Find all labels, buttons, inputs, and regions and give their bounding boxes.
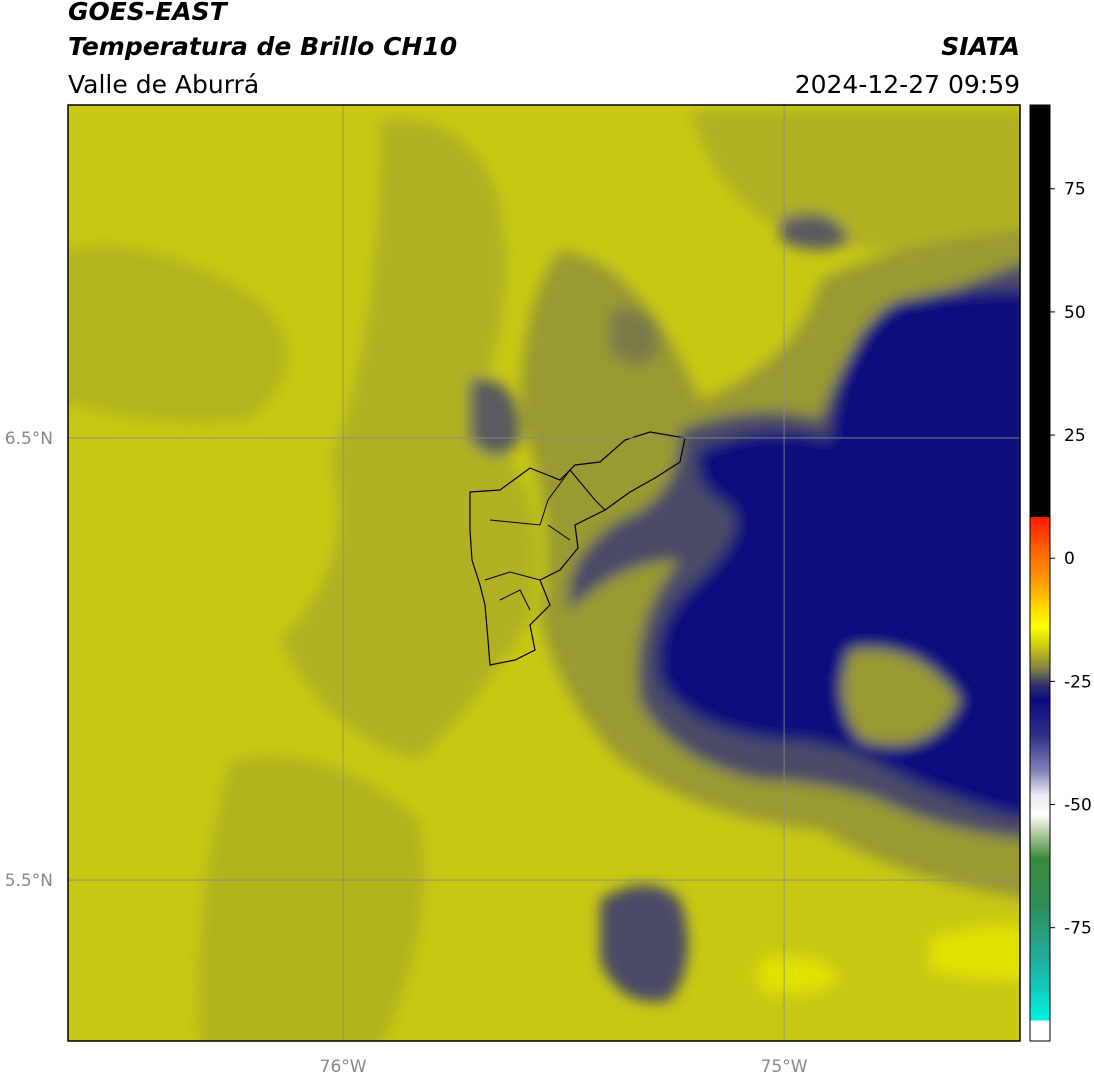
map-frame xyxy=(67,104,1021,1042)
colorbar-label: 50 xyxy=(1064,303,1086,323)
municipal-boundary xyxy=(484,469,606,611)
colorbar-label: 25 xyxy=(1064,426,1086,446)
colorbar-label: 75 xyxy=(1064,180,1086,200)
title: GOES-EAST xyxy=(68,0,229,26)
clear-gap xyxy=(842,648,960,745)
subtitle: Temperatura de Brillo CH10 xyxy=(68,32,457,61)
cloud-field xyxy=(68,110,1020,1041)
colorbar-label: 0 xyxy=(1064,549,1075,569)
lat-label: 5.5°N xyxy=(5,871,53,891)
olive-area xyxy=(68,245,288,423)
timestamp: 2024-12-27 09:59 xyxy=(795,70,1020,99)
olive-area xyxy=(280,119,538,760)
lat-label: 6.5°N xyxy=(5,429,53,449)
municipal-boundary xyxy=(469,431,686,666)
cloud xyxy=(610,308,660,365)
lon-label: 76°W xyxy=(320,1057,367,1077)
warm-area xyxy=(760,957,840,994)
colorbar-label: -25 xyxy=(1064,672,1092,692)
cloud xyxy=(470,378,520,455)
olive-area xyxy=(690,110,1020,254)
graticule xyxy=(68,105,1020,1041)
lon-label: 75°W xyxy=(761,1057,808,1077)
satellite-image xyxy=(68,105,1020,1041)
region: Valle de Aburrá xyxy=(68,70,259,99)
colorbar-label: -75 xyxy=(1064,919,1092,939)
colorbar-label: -50 xyxy=(1064,796,1092,816)
cloud xyxy=(780,213,850,250)
colorbar xyxy=(1029,104,1051,1042)
cloud xyxy=(600,885,688,1002)
olive-area xyxy=(198,756,425,1041)
warm-area xyxy=(930,926,1020,980)
source: SIATA xyxy=(941,32,1020,61)
